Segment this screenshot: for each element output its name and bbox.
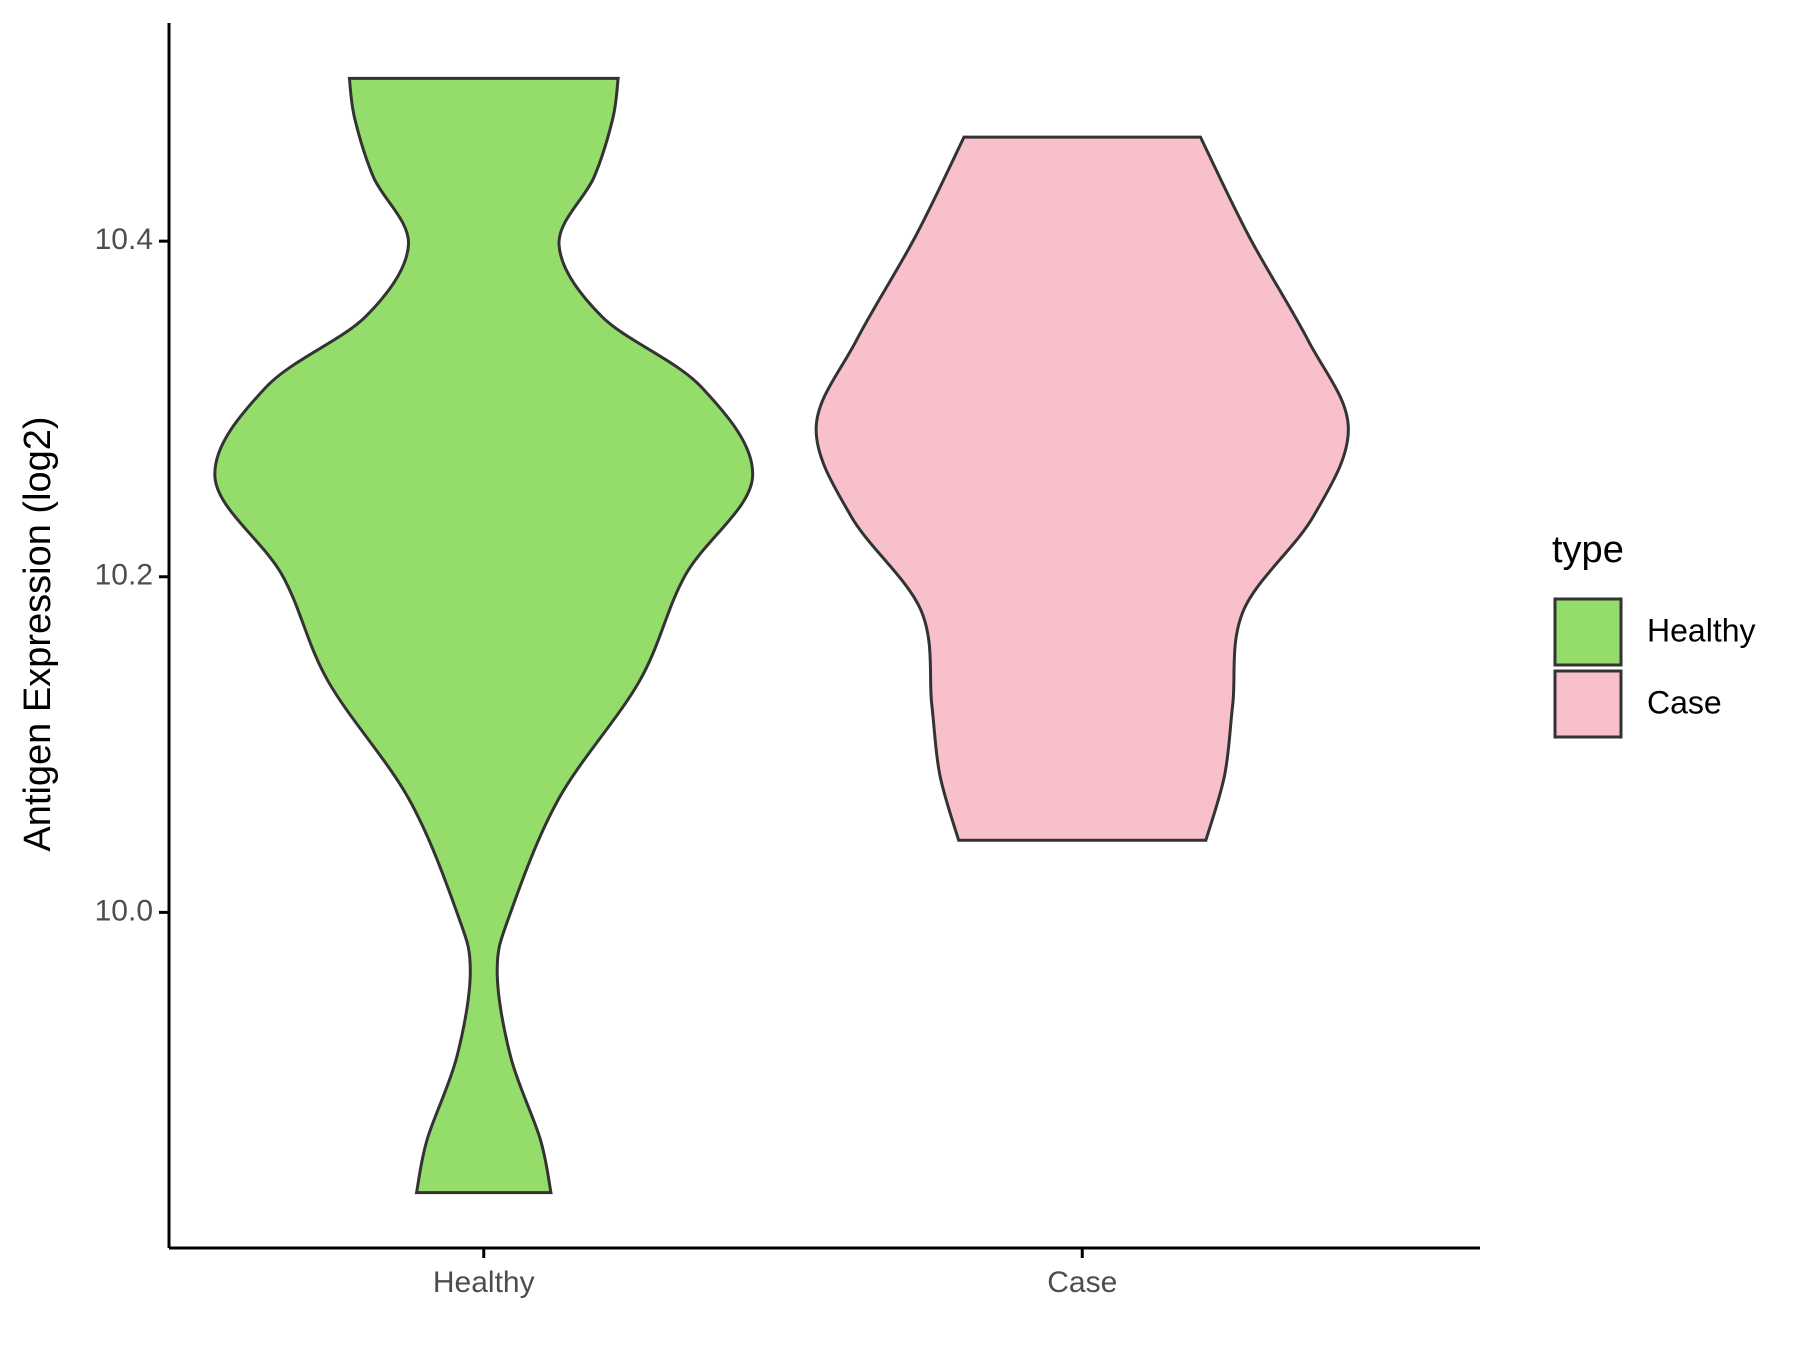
- y-tick-label: 10.4: [95, 223, 153, 256]
- legend-title: type: [1552, 529, 1624, 571]
- violin: [213, 76, 755, 1195]
- x-tick-label: Healthy: [433, 1266, 535, 1299]
- y-axis-label: Antigen Expression (log2): [17, 416, 59, 851]
- legend-key: [1553, 669, 1623, 739]
- x-tick-label: Case: [1047, 1266, 1117, 1299]
- y-tick-label: 10.0: [95, 894, 153, 927]
- legend-key: [1553, 597, 1623, 667]
- violin: [814, 135, 1350, 842]
- y-tick-label: 10.2: [95, 559, 153, 592]
- legend-label: Case: [1647, 684, 1722, 720]
- legend-label: Healthy: [1647, 612, 1756, 648]
